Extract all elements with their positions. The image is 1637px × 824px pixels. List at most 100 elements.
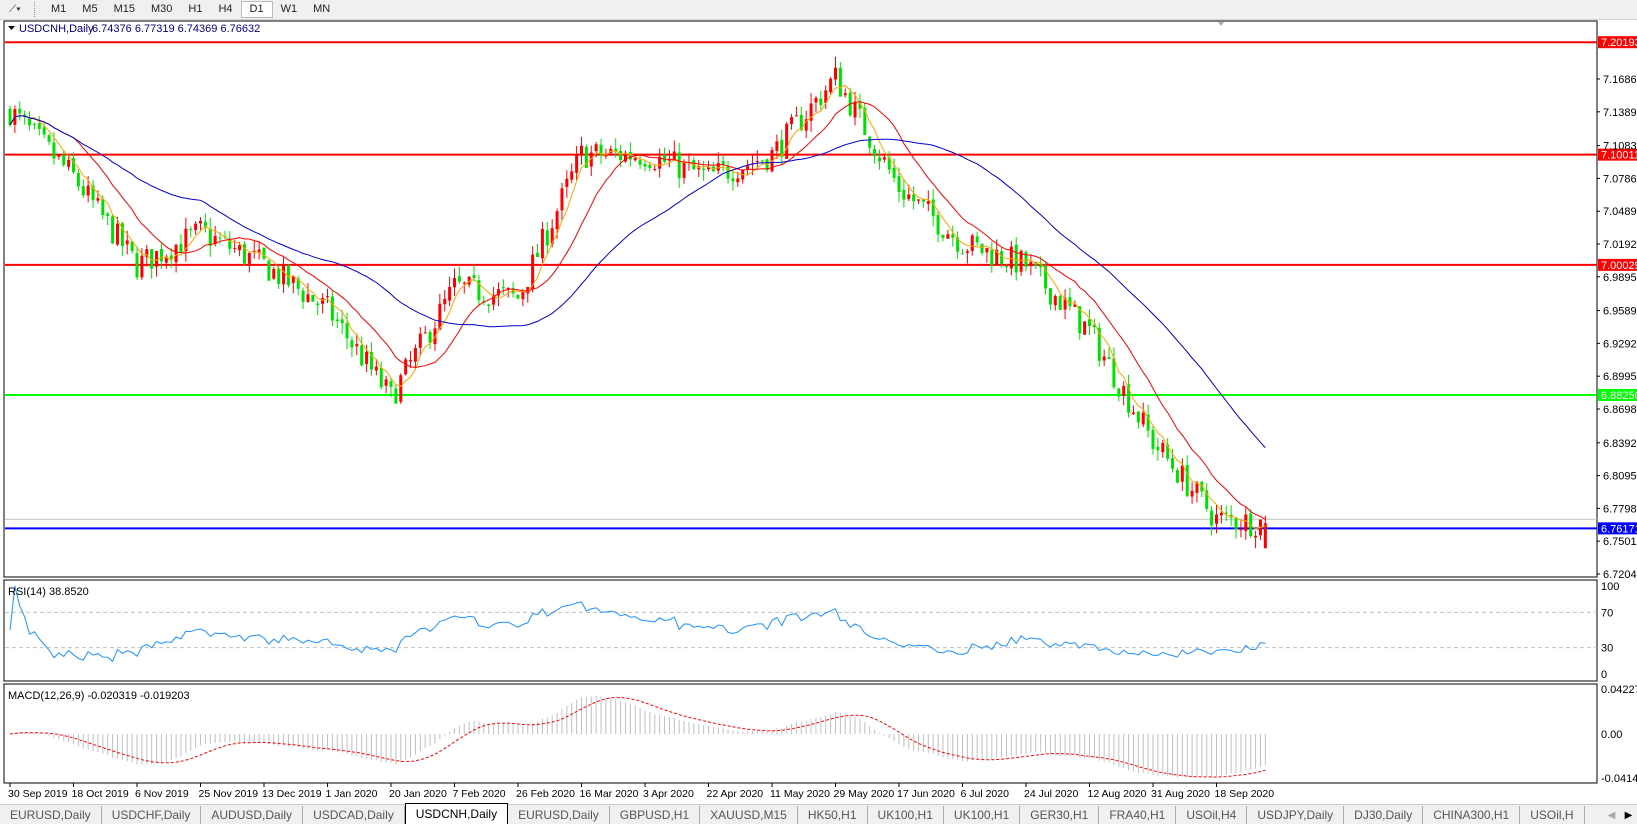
- candle-body: [814, 97, 818, 103]
- candle-body: [115, 223, 119, 245]
- chart-tab[interactable]: AUDUSD,Daily: [201, 806, 304, 824]
- candle-body: [873, 148, 877, 157]
- candle-body: [975, 236, 979, 243]
- candle-body: [584, 146, 588, 168]
- x-tick-label: 11 May 2020: [770, 788, 830, 800]
- candle-body: [540, 228, 544, 259]
- candle-body: [238, 245, 242, 251]
- candle-body: [394, 388, 398, 404]
- candle-body: [1112, 358, 1116, 388]
- ma-slow-line: [9, 115, 1266, 449]
- x-tick-label: 29 May 2020: [834, 788, 895, 800]
- scroll-left-icon[interactable]: ◀: [1607, 809, 1616, 821]
- candle-body: [1044, 266, 1048, 289]
- candle-body: [1239, 529, 1243, 531]
- timeframe-m15[interactable]: M15: [113, 3, 135, 15]
- candle-body: [418, 333, 422, 348]
- chart-tab[interactable]: GBPUSD,H1: [610, 806, 701, 824]
- chart-tab[interactable]: DJ30,Daily: [1344, 806, 1424, 824]
- candle-body: [785, 123, 789, 159]
- candle-body: [1215, 514, 1218, 524]
- candle-body: [247, 252, 251, 264]
- chart-tabs: EURUSD,Daily USDCHF,Daily AUDUSD,Daily USDC…: [0, 803, 1637, 824]
- candle-body: [96, 198, 100, 201]
- candle-body: [721, 161, 725, 165]
- candle-body: [1024, 251, 1028, 267]
- candle-body: [252, 250, 256, 252]
- candle-body: [902, 189, 906, 200]
- timeframe-m1[interactable]: M1: [51, 3, 67, 15]
- chart-tab[interactable]: EURUSD,Daily: [508, 806, 610, 824]
- candle-body: [726, 165, 730, 179]
- collapse-triangle-icon: [8, 26, 15, 30]
- candle-body: [389, 381, 393, 387]
- candle-body: [194, 223, 198, 231]
- x-tick-label: 24 Jul 2020: [1024, 788, 1078, 800]
- chart-tab[interactable]: UK100,H1: [868, 806, 944, 824]
- candle-body: [453, 278, 456, 288]
- candle-body: [643, 164, 647, 167]
- candle-body: [892, 167, 896, 178]
- line-tools-icon[interactable]: ⟋▾: [9, 4, 21, 15]
- timeframe-w1[interactable]: W1: [280, 3, 298, 15]
- chart-tab[interactable]: UK100,H1: [944, 806, 1021, 824]
- chart-window[interactable]: 7.20193 7.10011 7.00029 6.88250 6.76171 7.168…: [0, 20, 1637, 804]
- timeframe-d1[interactable]: D1: [240, 1, 273, 18]
- tab-scroll[interactable]: ◀ ▶: [1603, 806, 1637, 824]
- candle-body: [311, 294, 315, 302]
- candle-body: [858, 101, 862, 109]
- chart-tab[interactable]: FRA40,H1: [1099, 806, 1177, 824]
- chart-tab[interactable]: USDCHF,Daily: [102, 806, 202, 824]
- timeframe-m5[interactable]: M5: [82, 3, 98, 15]
- candle-body: [951, 234, 955, 238]
- x-tick-label: 6 Nov 2019: [135, 788, 189, 800]
- candle-body: [931, 199, 935, 217]
- candle-body: [150, 249, 154, 269]
- candle-body: [936, 215, 940, 235]
- macd-signal-line: [9, 696, 1266, 778]
- timeframe-m30[interactable]: M30: [150, 3, 173, 15]
- chart-tab[interactable]: HK50,H1: [798, 806, 868, 824]
- candle-body: [1156, 446, 1160, 451]
- timeframe-h1[interactable]: H1: [188, 3, 203, 15]
- chart-tab[interactable]: XAUUSD,M15: [700, 806, 798, 824]
- candle-body: [1039, 264, 1043, 268]
- candle-body: [1166, 444, 1170, 459]
- candle-body: [1000, 251, 1004, 265]
- y-tick-label: 6.92920: [1603, 338, 1637, 350]
- chart-tab[interactable]: USDCNH,Daily: [404, 803, 509, 824]
- candle-body: [1053, 296, 1057, 306]
- candle-body: [829, 78, 833, 93]
- candle-body: [575, 155, 579, 173]
- candle-body: [965, 251, 969, 253]
- candle-body: [1195, 482, 1199, 493]
- candle-body: [594, 144, 598, 152]
- chart-tab[interactable]: USOil,H: [1520, 806, 1585, 824]
- candle-body: [570, 171, 574, 180]
- candle-body: [340, 319, 344, 324]
- candle-body: [32, 123, 36, 125]
- timeframe-h4[interactable]: H4: [218, 3, 233, 15]
- y-tick-label: 6.95890: [1603, 306, 1637, 318]
- chart-tab[interactable]: CHINA300,H1: [1423, 806, 1521, 824]
- chart-tab[interactable]: EURUSD,Daily: [0, 806, 102, 824]
- candle-body: [404, 359, 408, 375]
- candle-body: [765, 159, 769, 171]
- rsi-panel-frame: [3, 579, 1598, 682]
- chart-tab[interactable]: USOil,H4: [1176, 806, 1248, 824]
- candle-body: [780, 139, 784, 157]
- candle-body: [91, 185, 95, 201]
- chart-tab[interactable]: GER30,H1: [1020, 806, 1100, 824]
- timeframe-mn[interactable]: MN: [313, 3, 331, 15]
- candle-body: [18, 108, 22, 114]
- candle-body: [672, 151, 676, 161]
- candle-body: [345, 323, 349, 339]
- chart-tab[interactable]: USDCAD,Daily: [303, 806, 405, 824]
- candle-body: [545, 230, 549, 246]
- chart-tab[interactable]: USDJPY,Daily: [1247, 806, 1345, 824]
- candle-body: [897, 175, 901, 192]
- candle-body: [326, 296, 329, 298]
- candle-body: [868, 136, 872, 148]
- scroll-right-icon[interactable]: ▶: [1624, 809, 1633, 821]
- candle-body: [834, 67, 837, 80]
